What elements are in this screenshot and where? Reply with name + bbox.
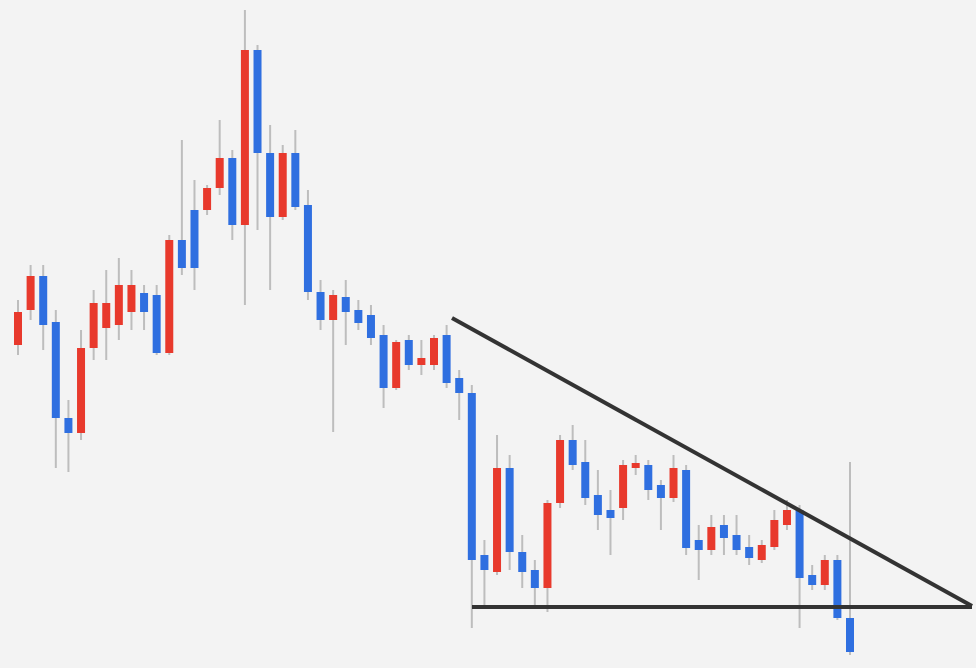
candle-body [455, 378, 464, 393]
candle-body [240, 50, 249, 225]
candle-body [177, 240, 186, 268]
candle-body [215, 158, 224, 188]
candle-body [102, 303, 111, 328]
candle-body [795, 510, 804, 578]
candle-body [303, 205, 312, 292]
candle-body [291, 153, 300, 207]
candle-body [518, 552, 527, 572]
candle-body [354, 310, 363, 323]
candle-body [631, 463, 640, 468]
candle-body [568, 440, 577, 465]
candle-body [366, 315, 375, 338]
candle-body [669, 468, 678, 498]
candle-body [51, 322, 60, 418]
candle-body [480, 555, 489, 570]
candle-body [379, 335, 388, 388]
candle-body [203, 188, 212, 210]
candle-body [14, 312, 22, 345]
candle-body [530, 570, 539, 588]
candle-body [278, 153, 287, 217]
candle-body [644, 465, 653, 490]
candle-body [820, 560, 829, 585]
candle-body [846, 618, 854, 652]
candle-body [341, 297, 350, 312]
candle-body [619, 465, 628, 508]
resistance-trend-line [451, 316, 973, 608]
candles [14, 10, 854, 655]
candle-body [26, 276, 35, 310]
candle-body [329, 295, 338, 320]
candle-body [770, 520, 779, 547]
candle-body [417, 358, 426, 365]
candle-body [581, 462, 590, 498]
candle-body [757, 545, 766, 560]
candle-body [228, 158, 237, 225]
candle-body [707, 527, 716, 550]
candle-body [77, 348, 86, 433]
candle-body [543, 503, 552, 588]
candle-body [152, 295, 161, 353]
candle-body [140, 293, 149, 312]
candle-body [442, 335, 451, 383]
candle-body [392, 342, 401, 388]
candle-body [732, 535, 741, 550]
candle-body [165, 240, 174, 353]
candle-body [39, 276, 48, 325]
candle-body [694, 540, 703, 550]
candle-body [745, 547, 754, 558]
candle-body [682, 470, 691, 548]
candle-body [430, 338, 438, 365]
candle-body [833, 560, 842, 618]
candle-body [593, 495, 602, 515]
candle-body [808, 575, 817, 585]
candle-body [467, 393, 476, 560]
candle-body [404, 340, 413, 365]
candle-body [127, 285, 136, 312]
candle-body [114, 285, 123, 325]
candle-body [266, 153, 275, 217]
candle-body [656, 485, 665, 498]
candle-body [505, 468, 514, 552]
candle-body [556, 440, 565, 503]
candle-body [782, 510, 791, 525]
candle-body [253, 50, 262, 153]
candle-body [493, 468, 502, 572]
candle-body [316, 292, 325, 320]
candle-body [89, 303, 98, 348]
candle-body [190, 210, 199, 268]
candle-body [64, 418, 73, 433]
candle-body [719, 525, 728, 538]
candle-body [606, 510, 615, 518]
